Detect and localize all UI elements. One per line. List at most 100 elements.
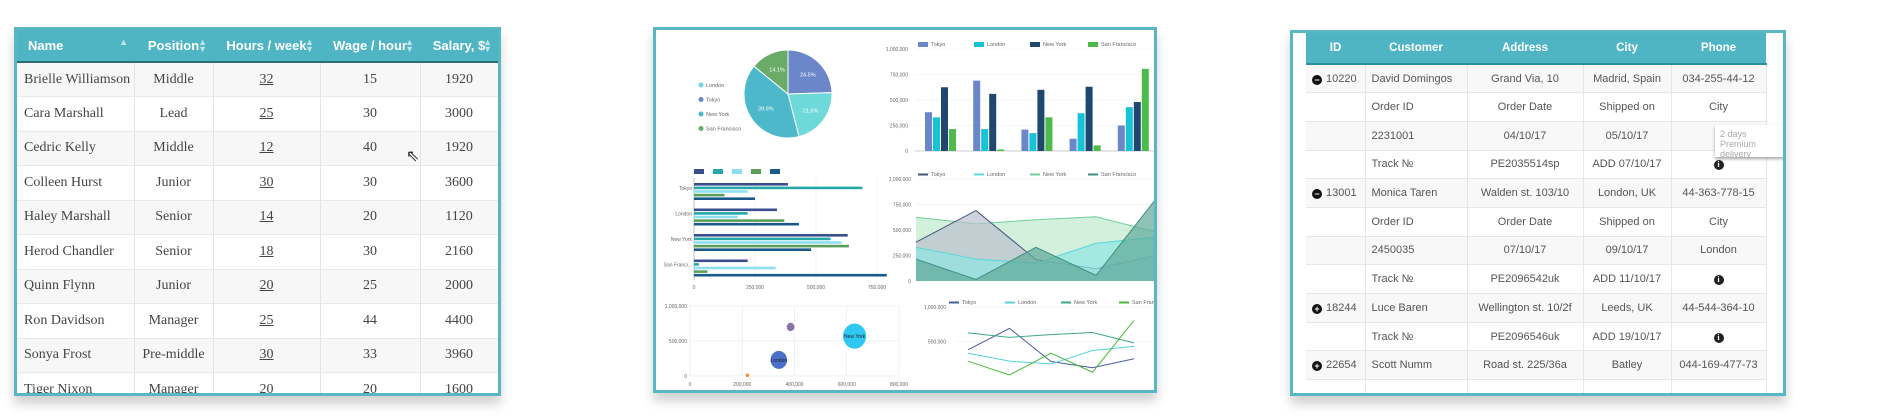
- scatter-bubble: [745, 373, 750, 378]
- expand-icon[interactable]: +: [1312, 361, 1322, 372]
- info-icon[interactable]: i: [1713, 275, 1724, 286]
- legend-label: New York: [1043, 172, 1066, 178]
- hbar-bar: [694, 193, 725, 197]
- hbar-bar: [694, 244, 849, 248]
- category-label: New York: [671, 237, 693, 243]
- table-row[interactable]: Brielle Williamson Middle 32 15 1920: [17, 62, 498, 97]
- table-row[interactable]: Ron Davidson Manager 25 44 4400: [17, 303, 498, 339]
- table-cell[interactable]: 12: [213, 131, 321, 166]
- charts-canvas: 24.5% 21.5% 39.9% 14.1% London Tokyo New York S…: [664, 42, 1154, 388]
- column-header-2[interactable]: Hours / week ▲ ▼: [213, 30, 320, 63]
- table-cell[interactable]: 30: [213, 338, 321, 373]
- column-label: Wage / hour: [333, 38, 407, 53]
- table-cell: Colleen Hurst: [17, 165, 135, 201]
- sub-row: Order ID Order Date Shipped on City: [1306, 207, 1767, 237]
- expand-icon[interactable]: +: [1312, 303, 1322, 314]
- table-cell: Madrid, Spain: [1583, 64, 1672, 94]
- table-cell: Batley: [1583, 350, 1672, 381]
- id-cell: +18244: [1306, 293, 1366, 323]
- y-tick-label: 500,000: [928, 340, 946, 346]
- table-row[interactable]: Herod Chandler Senior 18 30 2160: [17, 234, 498, 270]
- column-bar: [949, 129, 956, 151]
- sub-header-cell: Shipped on: [1583, 92, 1672, 122]
- main-row: +18244 Luce Baren Wellington st. 10/2f Leed…: [1306, 293, 1767, 323]
- area-fill: [916, 237, 1154, 281]
- column-header-4[interactable]: Salary, $ ▲ ▼: [420, 30, 498, 63]
- column-header-0[interactable]: Name ▲: [17, 30, 134, 63]
- employees-table: Name ▲ Position ▲ ▼ Hours / week ▲ ▼ Wage / hour…: [17, 30, 498, 393]
- legend-label: London: [706, 83, 724, 89]
- table-cell: Track №: [1365, 150, 1468, 180]
- column-bar: [1077, 113, 1085, 151]
- table-cell: David Domingos: [1365, 64, 1468, 94]
- hbar-bar: [694, 215, 738, 219]
- table-cell[interactable]: 20: [213, 372, 321, 393]
- table-cell: 3000: [420, 96, 498, 132]
- column-header-3[interactable]: Wage / hour ▲ ▼: [320, 30, 420, 63]
- column-bar: [925, 112, 932, 151]
- employees-table-panel: Name ▲ Position ▲ ▼ Hours / week ▲ ▼ Wage / hour…: [14, 27, 501, 396]
- table-cell: 1120: [420, 200, 498, 235]
- column-bar: [1037, 89, 1045, 151]
- column-header: ID: [1306, 33, 1365, 65]
- column-header-1[interactable]: Position ▲ ▼: [134, 30, 213, 63]
- column-bar: [933, 117, 940, 151]
- sub-header-cell: Order Date: [1467, 207, 1584, 237]
- sort-icon[interactable]: ▲ ▼: [305, 37, 314, 54]
- sort-icon[interactable]: ▲ ▼: [483, 37, 492, 54]
- table-cell: Junior: [134, 165, 214, 201]
- y-tick-label: 0: [908, 279, 911, 285]
- detail-row: 2231001 04/10/17 05/10/17: [1306, 121, 1767, 151]
- table-cell: 044-169-477-73: [1671, 350, 1767, 381]
- table-cell: Middle: [134, 62, 214, 97]
- sort-icon[interactable]: ▲: [119, 37, 128, 47]
- collapse-icon[interactable]: −: [1312, 74, 1322, 85]
- sort-icon[interactable]: ▲ ▼: [198, 37, 207, 54]
- table-row[interactable]: Quinn Flynn Junior 20 25 2000: [17, 269, 498, 304]
- hbar-bar: [694, 270, 708, 273]
- collapse-icon[interactable]: −: [1312, 189, 1322, 200]
- table-cell: ADD 11/10/17: [1583, 264, 1672, 294]
- x-tick-label: 200,000: [733, 382, 751, 388]
- table-cell: Manager: [134, 372, 214, 393]
- table-row[interactable]: Sonya Frost Pre-middle 30 33 3960: [17, 338, 498, 373]
- table-row[interactable]: Colleen Hurst Junior 30 30 3600: [17, 165, 498, 201]
- y-tick-label: 1,000,000: [665, 304, 687, 310]
- empty-cell: [1467, 379, 1584, 393]
- info-icon[interactable]: i: [1713, 332, 1724, 343]
- table-cell: 44: [320, 303, 421, 339]
- table-cell[interactable]: 32: [213, 62, 321, 97]
- hbar-bar: [694, 273, 887, 277]
- x-tick-label: 600,000: [838, 382, 856, 388]
- table-cell: PE2096546uk: [1467, 322, 1584, 352]
- column-bar: [941, 87, 948, 151]
- table-row[interactable]: Cara Marshall Lead 25 30 3000: [17, 96, 498, 132]
- table-cell: 1920: [420, 131, 498, 166]
- table-cell[interactable]: 30: [213, 165, 321, 201]
- table-cell[interactable]: 25: [213, 96, 321, 132]
- table-cell[interactable]: 14: [213, 200, 321, 235]
- legend-label: Tokyo: [931, 42, 945, 48]
- track-row: Track № PE2035514sp ADD 07/10/17 i: [1306, 150, 1767, 180]
- scatter-bubble: [843, 323, 867, 349]
- column-bar: [1093, 145, 1101, 151]
- table-cell: 25: [320, 269, 421, 304]
- series-line: [967, 345, 1135, 365]
- sort-icon[interactable]: ▲ ▼: [405, 37, 414, 54]
- table-cell[interactable]: 18: [213, 234, 321, 270]
- info-icon[interactable]: i: [1713, 160, 1724, 171]
- table-row[interactable]: Cedric Kelly Middle 12 40 1920: [17, 131, 498, 166]
- hbar-bar: [694, 197, 755, 200]
- table-cell[interactable]: 20: [213, 269, 321, 304]
- sub-header-cell: Order ID: [1365, 92, 1468, 122]
- y-tick-label: 500,000: [669, 339, 687, 345]
- table-cell: Wellington st. 10/2f: [1467, 293, 1584, 323]
- table-row[interactable]: Tiger Nixon Manager 20 20 1600: [17, 372, 498, 393]
- column-bar: [973, 80, 981, 151]
- category-label: San Franci...: [664, 263, 692, 269]
- legend-dot: [698, 111, 704, 117]
- hbar-bar: [694, 237, 831, 241]
- table-cell[interactable]: 25: [213, 303, 321, 339]
- table-row[interactable]: Haley Marshall Senior 14 20 1120: [17, 200, 498, 235]
- table-cell: 07/10/17: [1467, 236, 1584, 266]
